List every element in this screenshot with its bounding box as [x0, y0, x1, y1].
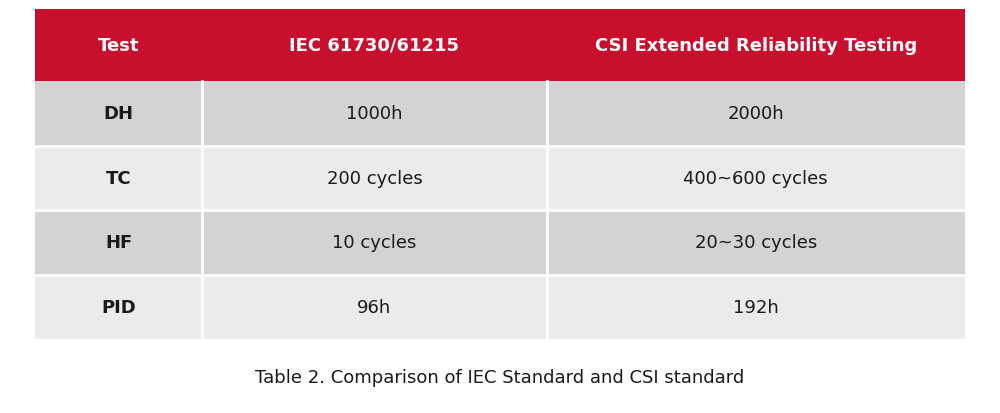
Bar — [35, 275, 202, 339]
Text: Test: Test — [98, 37, 139, 55]
Text: Table 2. Comparison of IEC Standard and CSI standard: Table 2. Comparison of IEC Standard and … — [255, 368, 745, 386]
Bar — [546, 10, 965, 82]
Bar — [546, 146, 965, 211]
Text: 1000h: 1000h — [346, 105, 403, 123]
Text: IEC 61730/61215: IEC 61730/61215 — [289, 37, 459, 55]
Bar — [35, 10, 202, 82]
Text: 192h: 192h — [733, 298, 779, 316]
Text: TC: TC — [106, 169, 132, 188]
Text: 96h: 96h — [357, 298, 392, 316]
Text: HF: HF — [105, 234, 132, 252]
Bar — [202, 211, 546, 275]
Bar — [202, 82, 546, 146]
Bar — [546, 82, 965, 146]
Bar — [202, 10, 546, 82]
Text: 200 cycles: 200 cycles — [327, 169, 422, 188]
Bar — [546, 211, 965, 275]
Text: 400~600 cycles: 400~600 cycles — [683, 169, 828, 188]
Text: PID: PID — [101, 298, 136, 316]
Text: 10 cycles: 10 cycles — [332, 234, 417, 252]
Text: 2000h: 2000h — [727, 105, 784, 123]
Bar — [35, 211, 202, 275]
Bar — [202, 275, 546, 339]
Text: DH: DH — [104, 105, 134, 123]
Bar — [202, 146, 546, 211]
Text: 20~30 cycles: 20~30 cycles — [695, 234, 817, 252]
Text: CSI Extended Reliability Testing: CSI Extended Reliability Testing — [595, 37, 917, 55]
Bar — [35, 82, 202, 146]
Bar — [35, 146, 202, 211]
Bar — [546, 275, 965, 339]
